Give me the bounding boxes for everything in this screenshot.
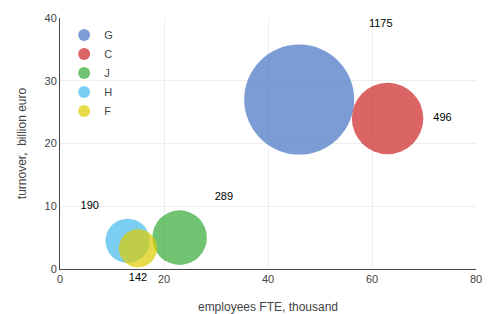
svg-text:289: 289	[215, 190, 233, 202]
svg-text:1175: 1175	[369, 17, 393, 29]
svg-text:C: C	[104, 48, 112, 60]
svg-text:20: 20	[45, 137, 57, 149]
svg-text:20: 20	[158, 273, 170, 285]
svg-text:60: 60	[366, 273, 378, 285]
svg-text:0: 0	[51, 263, 57, 275]
svg-text:10: 10	[45, 200, 57, 212]
svg-text:H: H	[104, 86, 112, 98]
svg-text:employees FTE, thousand: employees FTE, thousand	[198, 300, 338, 314]
svg-text:190: 190	[81, 199, 99, 211]
svg-text:40: 40	[262, 273, 274, 285]
svg-text:J: J	[104, 67, 110, 79]
svg-text:142: 142	[129, 271, 147, 283]
svg-text:turnover, billion euro: turnover, billion euro	[15, 87, 29, 199]
svg-text:496: 496	[433, 111, 451, 123]
svg-text:F: F	[104, 105, 111, 117]
svg-text:40: 40	[45, 12, 57, 24]
svg-text:30: 30	[45, 75, 57, 87]
svg-text:80: 80	[470, 273, 482, 285]
svg-text:0: 0	[57, 273, 63, 285]
svg-text:G: G	[104, 29, 113, 41]
